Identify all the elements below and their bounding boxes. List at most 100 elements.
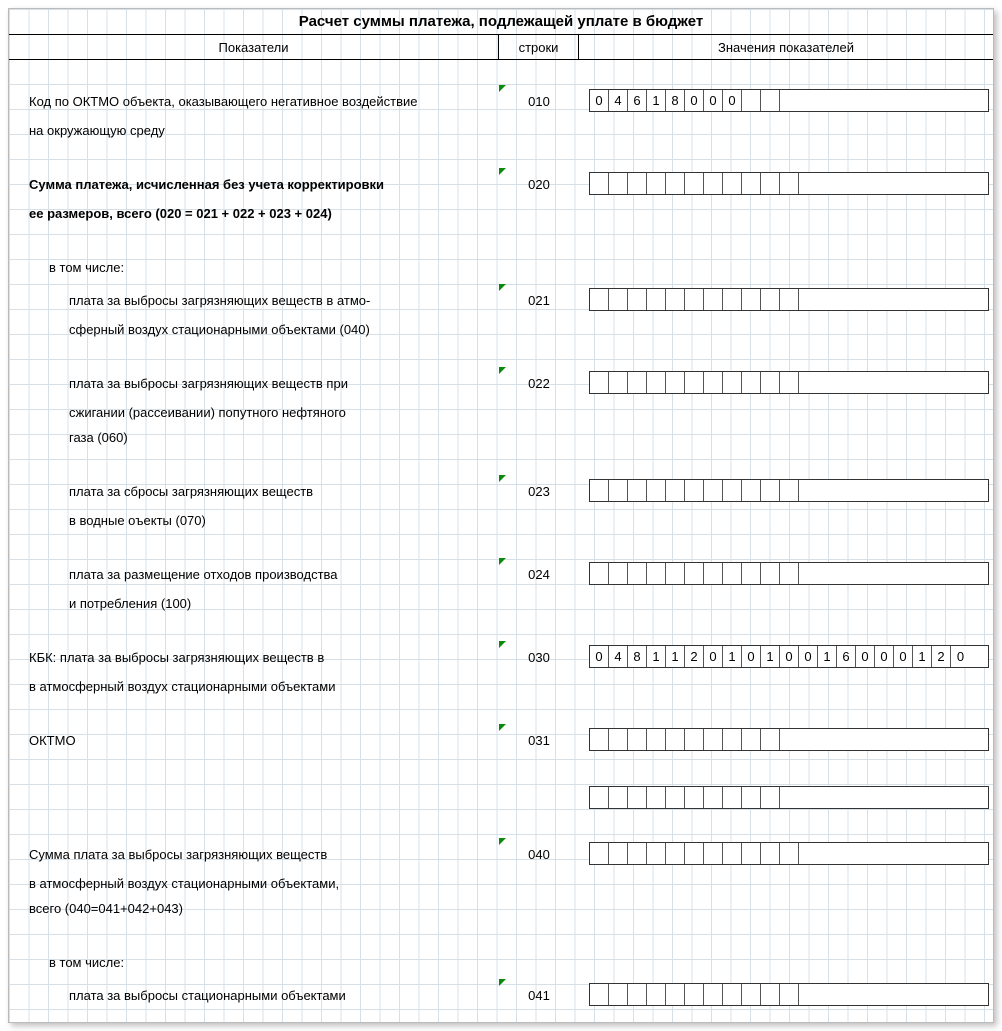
value-cell[interactable]: 1: [913, 646, 932, 667]
value-cell[interactable]: 1: [666, 646, 685, 667]
value-cell[interactable]: [761, 480, 780, 501]
value-cell[interactable]: [609, 372, 628, 393]
value-cell[interactable]: [704, 372, 723, 393]
value-cell[interactable]: 0: [894, 646, 913, 667]
value-cell[interactable]: [780, 372, 799, 393]
value-cell[interactable]: [609, 480, 628, 501]
value-cell[interactable]: [742, 787, 761, 808]
value-cell[interactable]: 1: [647, 90, 666, 111]
value-cell[interactable]: [742, 480, 761, 501]
value-cell[interactable]: [742, 173, 761, 194]
value-cell[interactable]: [723, 372, 742, 393]
value-cell[interactable]: [685, 563, 704, 584]
value-cell[interactable]: 4: [609, 90, 628, 111]
value-cell[interactable]: [742, 372, 761, 393]
value-cell[interactable]: [799, 372, 818, 393]
value-cell[interactable]: [799, 984, 818, 1005]
value-cell[interactable]: [666, 480, 685, 501]
value-cell[interactable]: [628, 372, 647, 393]
value-cell[interactable]: [704, 289, 723, 310]
value-cell[interactable]: [704, 563, 723, 584]
value-cell[interactable]: 2: [932, 646, 951, 667]
value-cell[interactable]: [799, 173, 818, 194]
value-cell[interactable]: [647, 289, 666, 310]
value-cell[interactable]: [704, 984, 723, 1005]
value-cell[interactable]: [628, 729, 647, 750]
value-cell[interactable]: 0: [742, 646, 761, 667]
value-cell[interactable]: 1: [818, 646, 837, 667]
value-cell[interactable]: 4: [609, 646, 628, 667]
value-cell[interactable]: [723, 480, 742, 501]
cell-strip[interactable]: [589, 479, 989, 502]
value-cell[interactable]: 6: [837, 646, 856, 667]
value-cell[interactable]: [761, 372, 780, 393]
value-cell[interactable]: [666, 787, 685, 808]
value-cell[interactable]: [742, 289, 761, 310]
value-cell[interactable]: 0: [951, 646, 970, 667]
value-cell[interactable]: [685, 843, 704, 864]
value-cell[interactable]: [723, 729, 742, 750]
value-cell[interactable]: [799, 563, 818, 584]
value-cell[interactable]: [609, 563, 628, 584]
value-cell[interactable]: [780, 729, 799, 750]
value-cell[interactable]: [685, 729, 704, 750]
value-cell[interactable]: 0: [590, 646, 609, 667]
value-cell[interactable]: [609, 843, 628, 864]
cell-strip[interactable]: [589, 172, 989, 195]
value-cell[interactable]: 6: [628, 90, 647, 111]
cell-strip[interactable]: [589, 842, 989, 865]
value-cell[interactable]: 0: [856, 646, 875, 667]
value-cell[interactable]: [609, 729, 628, 750]
value-cell[interactable]: [704, 480, 723, 501]
value-cell[interactable]: [761, 843, 780, 864]
value-cell[interactable]: [685, 787, 704, 808]
value-cell[interactable]: [647, 563, 666, 584]
value-cell[interactable]: [609, 289, 628, 310]
cell-strip[interactable]: 04811201010016000120: [589, 645, 989, 668]
value-cell[interactable]: [628, 563, 647, 584]
value-cell[interactable]: 0: [723, 90, 742, 111]
value-cell[interactable]: 0: [799, 646, 818, 667]
value-cell[interactable]: 0: [685, 90, 704, 111]
value-cell[interactable]: [780, 90, 799, 111]
value-cell[interactable]: [628, 173, 647, 194]
value-cell[interactable]: [590, 480, 609, 501]
value-cell[interactable]: [647, 787, 666, 808]
value-cell[interactable]: [723, 787, 742, 808]
value-cell[interactable]: [780, 563, 799, 584]
value-cell[interactable]: 0: [704, 646, 723, 667]
value-cell[interactable]: [723, 984, 742, 1005]
value-cell[interactable]: 1: [723, 646, 742, 667]
value-cell[interactable]: [742, 563, 761, 584]
value-cell[interactable]: [761, 90, 780, 111]
cell-strip[interactable]: [589, 288, 989, 311]
value-cell[interactable]: [761, 289, 780, 310]
value-cell[interactable]: [628, 289, 647, 310]
value-cell[interactable]: [685, 480, 704, 501]
value-cell[interactable]: [666, 843, 685, 864]
value-cell[interactable]: [780, 843, 799, 864]
value-cell[interactable]: [799, 480, 818, 501]
cell-strip[interactable]: [589, 728, 989, 751]
value-cell[interactable]: 0: [704, 90, 723, 111]
value-cell[interactable]: [685, 173, 704, 194]
value-cell[interactable]: [590, 843, 609, 864]
value-cell[interactable]: [723, 173, 742, 194]
cell-strip[interactable]: [589, 371, 989, 394]
value-cell[interactable]: [761, 563, 780, 584]
value-cell[interactable]: [761, 787, 780, 808]
value-cell[interactable]: [723, 289, 742, 310]
value-cell[interactable]: [685, 372, 704, 393]
value-cell[interactable]: [761, 984, 780, 1005]
value-cell[interactable]: [647, 173, 666, 194]
cell-strip[interactable]: [589, 562, 989, 585]
cell-strip[interactable]: 04618000: [589, 89, 989, 112]
value-cell[interactable]: 0: [590, 90, 609, 111]
value-cell[interactable]: [628, 480, 647, 501]
value-cell[interactable]: [628, 843, 647, 864]
value-cell[interactable]: [685, 984, 704, 1005]
value-cell[interactable]: [647, 372, 666, 393]
value-cell[interactable]: [590, 372, 609, 393]
value-cell[interactable]: [780, 289, 799, 310]
value-cell[interactable]: [761, 173, 780, 194]
